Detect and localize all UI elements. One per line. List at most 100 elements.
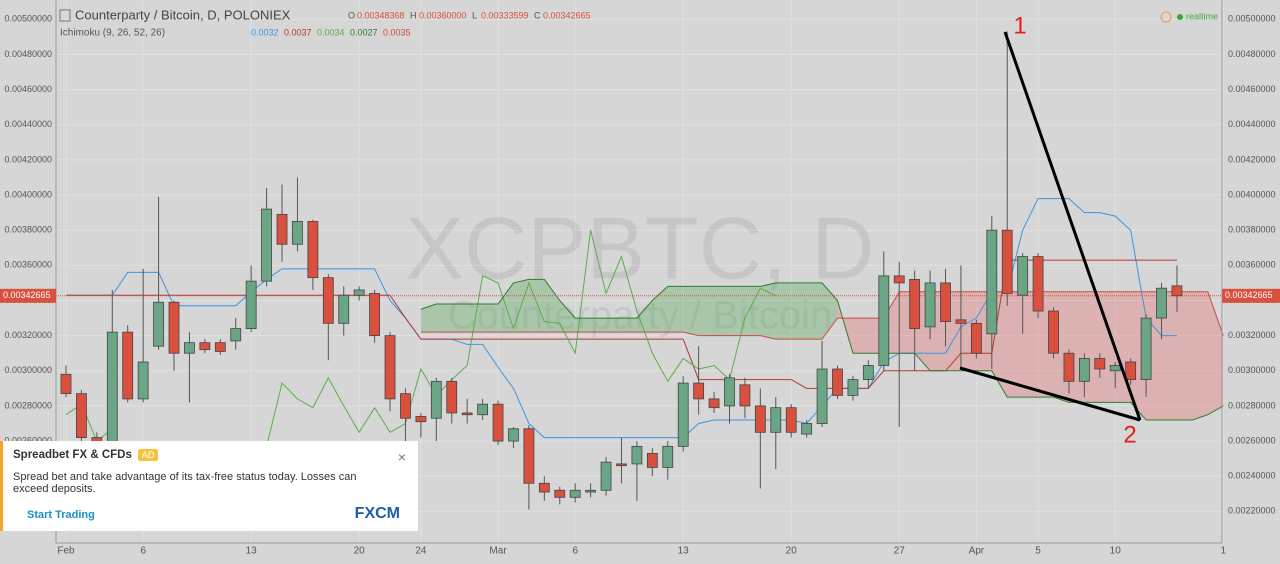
y-tick-label: 0.00460000	[1228, 84, 1276, 94]
candle-body	[847, 379, 859, 396]
cloud	[544, 279, 560, 333]
y-tick-label: 0.00480000	[1228, 49, 1276, 59]
x-tick-label: Feb	[57, 546, 75, 557]
candle-body	[1140, 317, 1152, 380]
cloud	[559, 300, 576, 333]
x-tick-label: 20	[786, 546, 798, 557]
annotation-line	[959, 366, 1141, 422]
cloud	[652, 286, 668, 333]
cloud	[1207, 291, 1224, 415]
candle-body	[1048, 310, 1059, 354]
x-tick-label: 6	[572, 546, 578, 557]
cloud	[1084, 291, 1100, 403]
cloud	[667, 286, 684, 333]
y-tick-label: 0.00280000	[4, 400, 52, 410]
candle-body	[60, 373, 72, 395]
candle-body	[1032, 256, 1044, 312]
candle-body	[338, 294, 350, 324]
cloud	[1007, 291, 1023, 398]
candle-body	[1078, 358, 1090, 382]
cloud	[744, 286, 761, 336]
x-tick-label: 6	[140, 546, 146, 557]
cloud	[482, 304, 499, 333]
cloud	[729, 286, 745, 336]
info-icon[interactable]	[1160, 11, 1172, 23]
candle-body	[1063, 352, 1075, 382]
candle-body	[415, 416, 427, 423]
y-tick-label: 0.00300000	[4, 365, 52, 375]
indicator-value: 0.0032	[251, 27, 279, 37]
candle-body	[616, 463, 627, 467]
y-tick-label: 0.00440000	[1228, 119, 1276, 129]
x-tick-label: Apr	[969, 546, 985, 557]
candle-body	[600, 461, 612, 491]
cloud	[683, 286, 699, 336]
annotation-line	[1003, 31, 1142, 421]
cloud	[1022, 291, 1039, 398]
candle-body	[446, 380, 458, 414]
candle-body	[1017, 256, 1029, 296]
cloud	[575, 318, 591, 333]
indicator-line	[420, 278, 1224, 421]
status-dot	[1177, 14, 1183, 20]
price-label-box	[1222, 288, 1280, 303]
candle-body	[955, 319, 967, 324]
x-tick-label: 27	[894, 546, 906, 557]
candle-body	[693, 382, 705, 400]
candle-body	[646, 452, 658, 468]
cloud	[498, 282, 514, 333]
candle-body	[1125, 361, 1137, 380]
y-tick-label: 0.00260000	[1228, 435, 1276, 445]
candle-body	[585, 489, 597, 493]
price-label: 0.00342665	[3, 290, 51, 300]
symbol-title: Counterparty / Bitcoin, D, POLONIEX	[75, 7, 291, 22]
candle-body	[400, 393, 411, 419]
ad-cta[interactable]: Start Trading	[27, 509, 95, 521]
y-tick-label: 0.00440000	[4, 119, 52, 129]
cloud	[714, 286, 730, 336]
candle-body	[369, 293, 381, 337]
candle-body	[322, 277, 334, 324]
candle-body	[384, 335, 396, 400]
candle-body	[924, 282, 936, 328]
y-tick-label: 0.00500000	[4, 14, 52, 24]
x-tick-label: 20	[354, 546, 366, 557]
cloud	[621, 318, 637, 333]
candle-body	[816, 368, 828, 424]
collapse-icon[interactable]	[59, 9, 71, 22]
candle-body	[569, 489, 581, 498]
close-button[interactable]: ×	[397, 449, 406, 465]
y-tick-label: 0.00280000	[1228, 400, 1276, 410]
y-tick-label: 0.00380000	[1228, 225, 1276, 235]
x-tick-label: 1	[1220, 546, 1226, 557]
indicator-value: 0.0034	[317, 27, 345, 37]
candle-body	[307, 221, 319, 279]
candle-body	[909, 279, 921, 330]
candle-body	[986, 229, 998, 335]
ohlc-value: 0.00342665	[543, 10, 591, 20]
y-tick-label: 0.00420000	[1228, 154, 1276, 164]
candle-body	[477, 403, 489, 416]
y-tick-label: 0.00380000	[4, 225, 52, 235]
candle-body	[970, 322, 982, 354]
candle-body	[940, 282, 951, 322]
y-tick-label: 0.00220000	[1228, 506, 1276, 516]
cloud	[791, 282, 807, 340]
status: realtime	[1186, 11, 1218, 21]
candle-body	[106, 331, 118, 445]
cloud	[760, 282, 776, 340]
ad-brand: FXCM	[354, 505, 400, 522]
candle-body	[353, 289, 365, 296]
candle-body	[662, 445, 674, 468]
cloud	[822, 282, 838, 340]
candle-body	[184, 342, 195, 354]
candle-body	[199, 342, 211, 351]
y-tick-label: 0.00300000	[1228, 365, 1276, 375]
candle-body	[76, 393, 87, 438]
indicator-title: Ichimoku (9, 26, 52, 26)	[60, 28, 165, 39]
ohlc-key: O	[348, 10, 355, 20]
ohlc-value: 0.00348368	[357, 10, 405, 20]
ad-badge: AD	[137, 449, 159, 461]
cloud	[636, 300, 653, 333]
